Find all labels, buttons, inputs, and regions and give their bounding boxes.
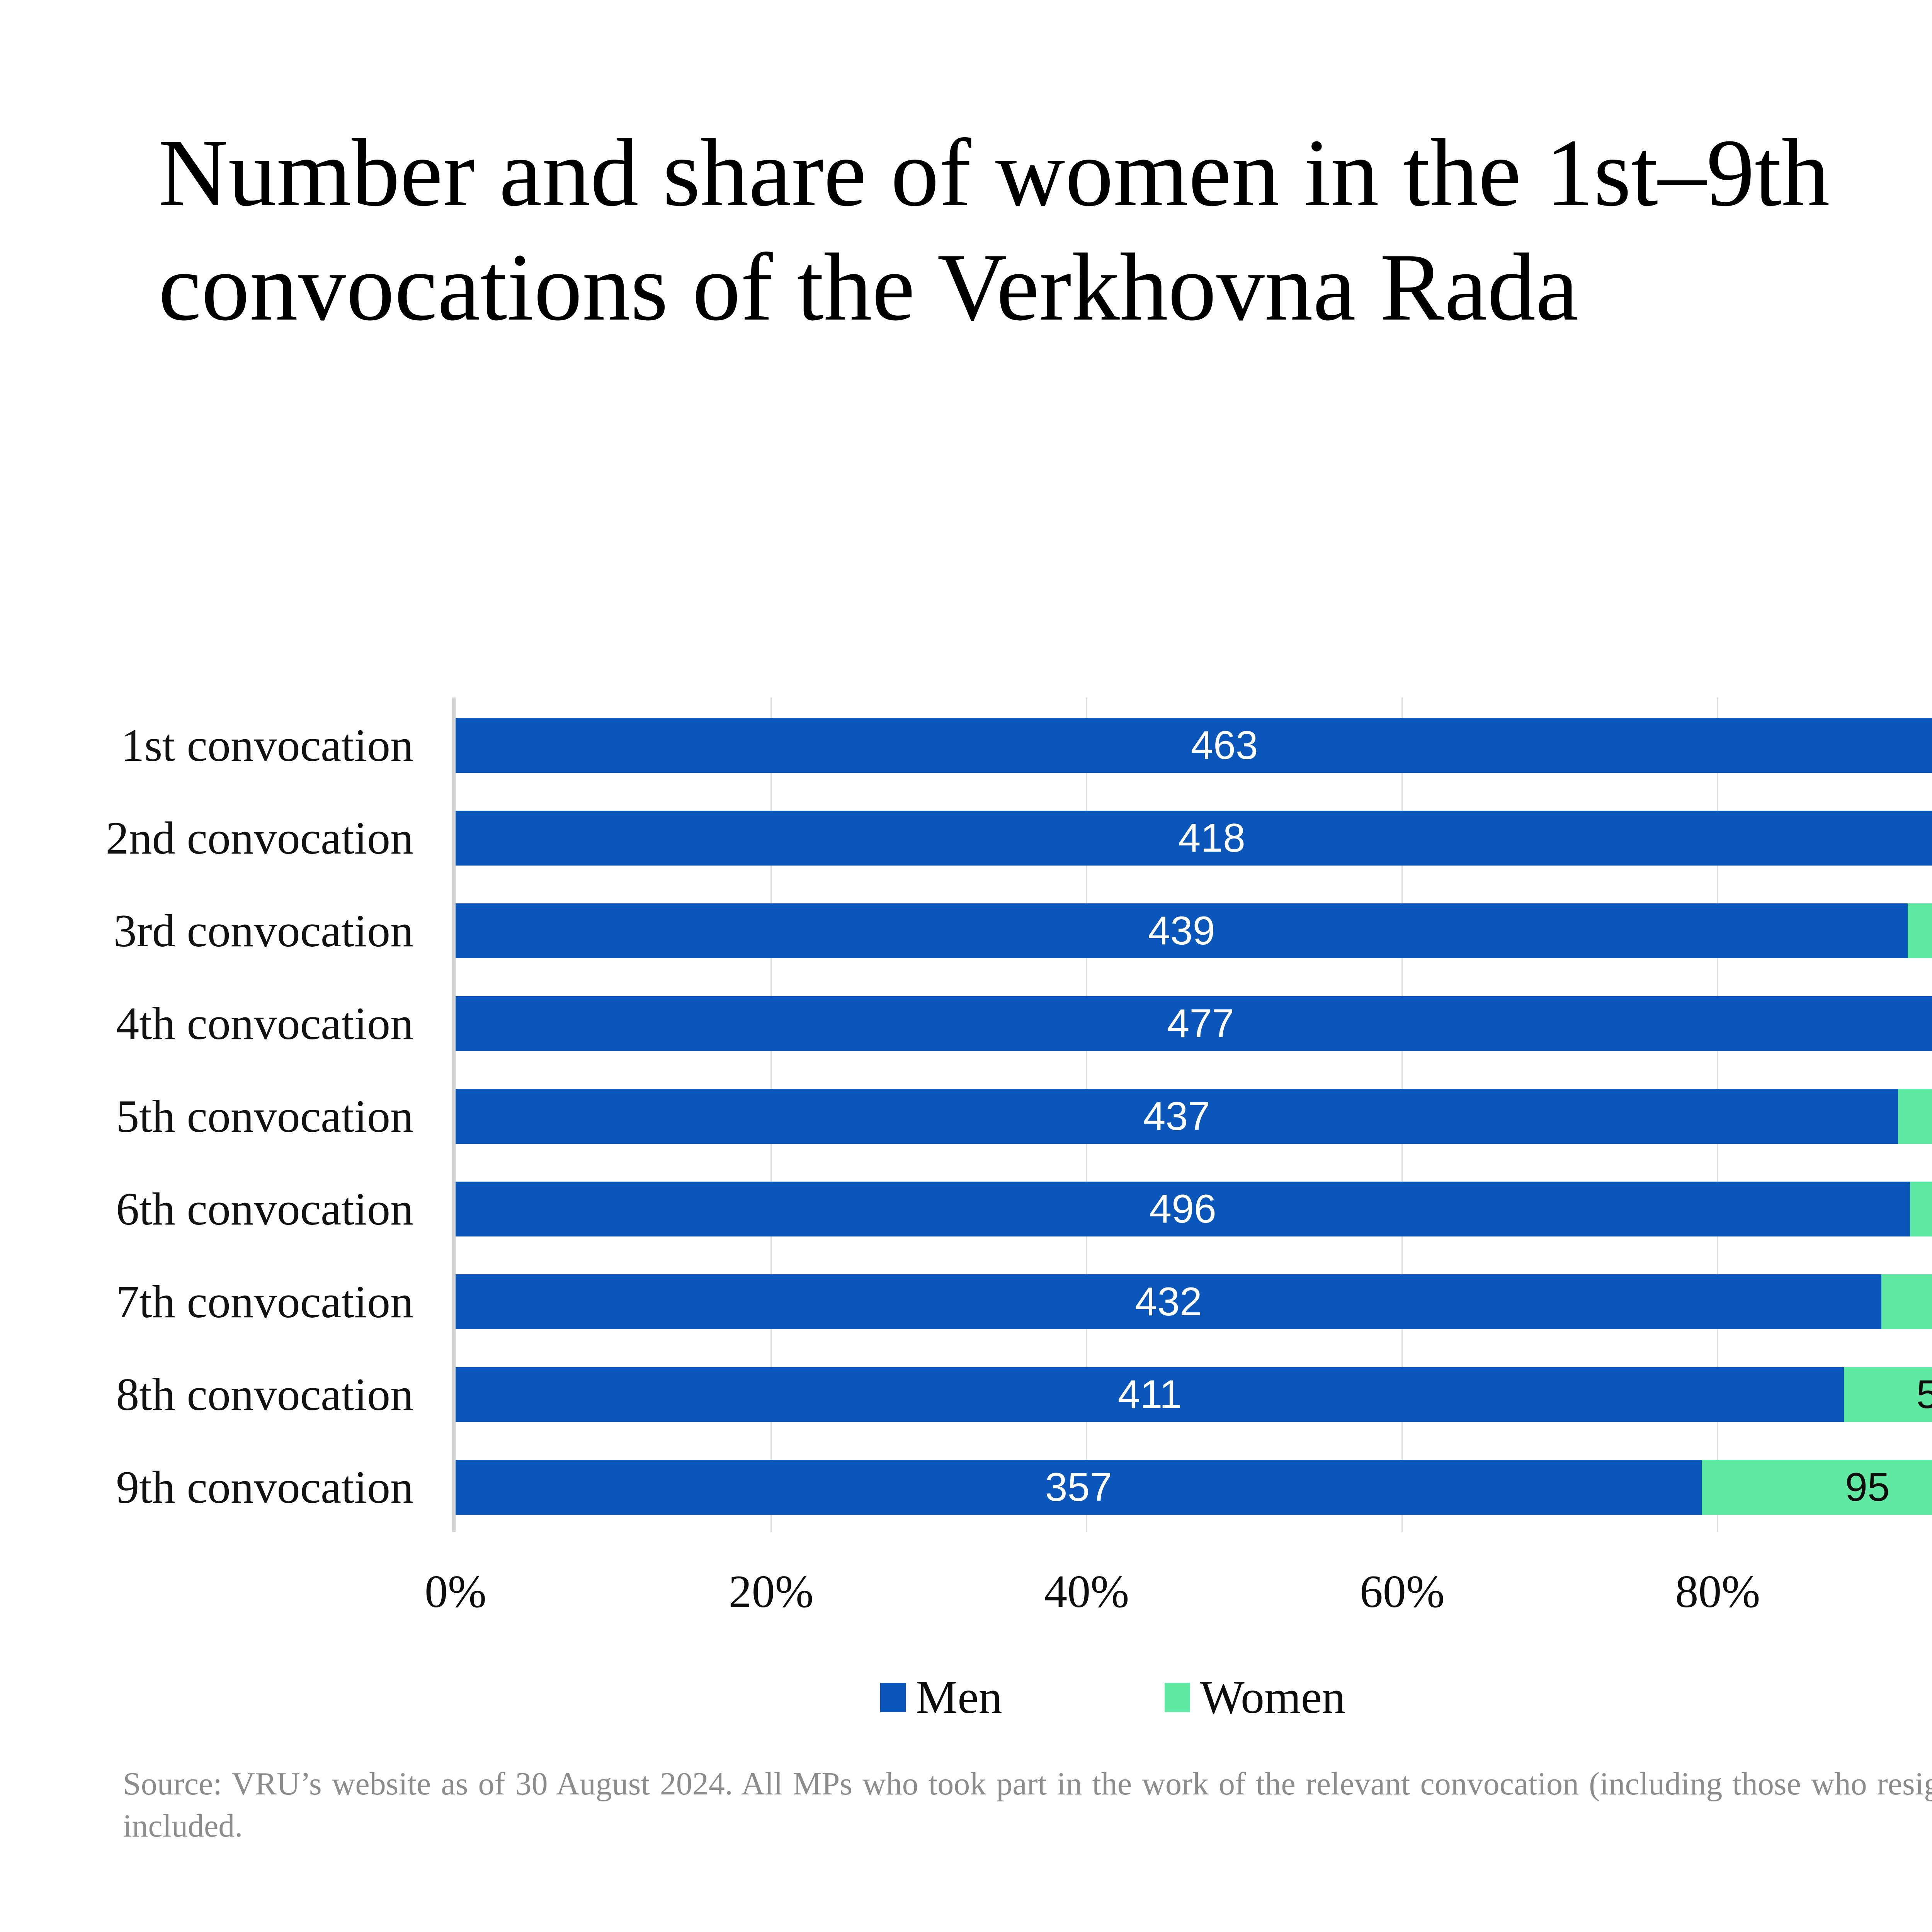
women-segment-row-5: 41 (1898, 1089, 1932, 1144)
women-segment-row-9: 95 (1701, 1460, 1932, 1515)
men-segment-row-2: 418 (456, 811, 1932, 866)
bar-row-1: 46312 (456, 718, 1932, 773)
bar-row-2: 41818 (456, 811, 1932, 866)
men-segment-row-5: 437 (456, 1089, 1898, 1144)
category-label-row-9: 9th convocation (116, 1461, 413, 1513)
men-value-label: 463 (1191, 723, 1258, 768)
category-label-row-4: 4th convocation (116, 998, 413, 1049)
bar-row-4: 47728 (456, 996, 1932, 1051)
men-value-label: 477 (1167, 1001, 1235, 1046)
men-segment-row-4: 477 (456, 996, 1932, 1051)
category-label-row-5: 5th convocation (116, 1090, 413, 1142)
women-value-label: 56 (1916, 1372, 1932, 1417)
bar-row-6: 496 42 (456, 1182, 1932, 1236)
category-label-row-8: 8th convocation (116, 1369, 413, 1420)
bar-row-5: 437 41 (456, 1089, 1932, 1144)
men-value-label: 357 (1045, 1465, 1112, 1510)
chart-title-line-2: convocations of the Verkhovna Rada (158, 234, 1578, 341)
men-segment-row-7: 432 (456, 1274, 1882, 1329)
men-segment-row-1: 463 (456, 718, 1932, 773)
legend-item-women: Women (1164, 1668, 1346, 1726)
legend-item-men: Men (880, 1668, 1002, 1726)
chart-title: Number and share of women in the 1st–9th… (158, 116, 1932, 345)
chart-title-line-1: Number and share of women in the 1st–9th (158, 119, 1830, 226)
bar-row-8: 411 56 (456, 1367, 1932, 1422)
legend-swatch-men-icon (880, 1683, 906, 1712)
men-value-label: 411 (1117, 1372, 1182, 1417)
x-axis-tick-20%: 20% (728, 1566, 814, 1617)
women-value-label: 95 (1845, 1465, 1890, 1510)
legend-label-men: Men (915, 1671, 1002, 1723)
men-segment-row-3: 439 (456, 903, 1908, 958)
legend-swatch-women-icon (1164, 1683, 1190, 1712)
bar-row-7: 432 46 (456, 1274, 1932, 1329)
men-value-label: 496 (1149, 1187, 1216, 1231)
category-label-row-7: 7th convocation (116, 1276, 413, 1327)
bar-row-3: 439 38 (456, 903, 1932, 958)
men-value-label: 437 (1143, 1094, 1211, 1139)
category-label-row-1: 1st convocation (121, 719, 413, 771)
women-segment-row-3: 38 (1907, 903, 1932, 958)
category-label-row-2: 2nd convocation (105, 812, 413, 864)
women-segment-row-7: 46 (1881, 1274, 1932, 1329)
category-label-row-6: 6th convocation (116, 1183, 413, 1235)
men-value-label: 439 (1148, 908, 1215, 953)
men-segment-row-9: 357 (456, 1460, 1702, 1515)
gridline-0% (452, 697, 456, 1532)
bar-row-9: 357 95 (456, 1460, 1932, 1515)
men-segment-row-6: 496 (456, 1182, 1910, 1236)
men-value-label: 418 (1178, 816, 1245, 861)
x-axis-tick-80%: 80% (1675, 1566, 1760, 1617)
women-segment-row-6: 42 (1910, 1182, 1932, 1236)
legend-label-women: Women (1200, 1671, 1346, 1723)
men-value-label: 432 (1135, 1279, 1202, 1324)
legend: Men Women (0, 1668, 1932, 1726)
category-label-row-3: 3rd convocation (113, 905, 413, 956)
x-axis-tick-40%: 40% (1044, 1566, 1129, 1617)
x-axis-tick-0%: 0% (425, 1566, 486, 1617)
source-note: Source: VRU’s website as of 30 August 20… (123, 1766, 1932, 1844)
x-axis-tick-60%: 60% (1359, 1566, 1445, 1617)
men-segment-row-8: 411 (456, 1367, 1844, 1422)
women-segment-row-8: 56 (1844, 1367, 1932, 1422)
